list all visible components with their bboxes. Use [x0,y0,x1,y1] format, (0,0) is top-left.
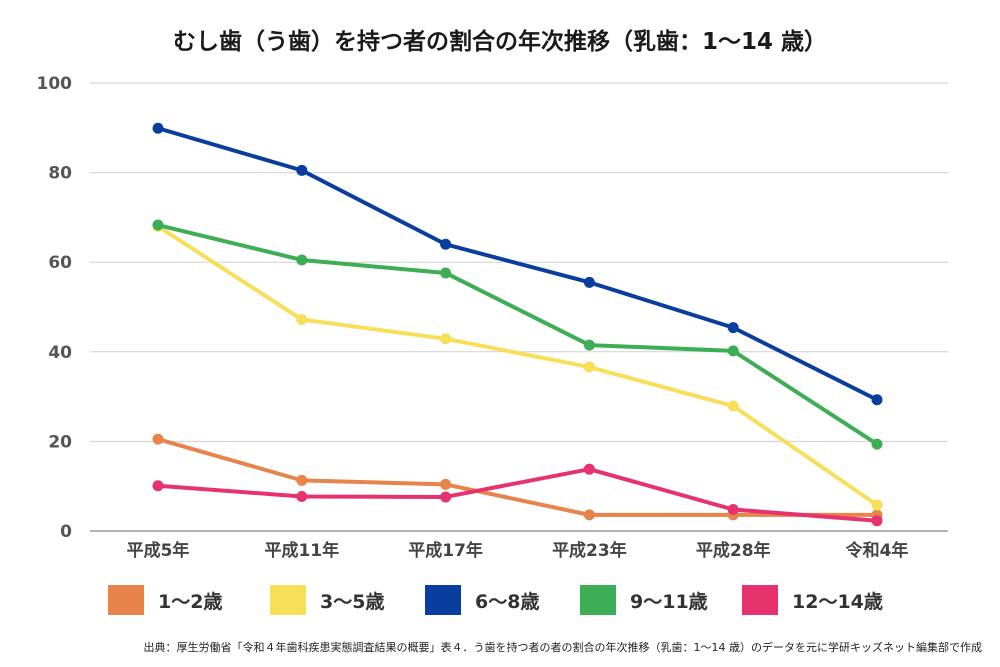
y-tick-label: 80 [48,164,72,184]
legend-label-1-2: 1〜2歳 [158,590,223,613]
x-tick-label: 平成5年 [127,540,190,561]
legend-item-6-8: 6〜8歳 [425,585,539,615]
series-line-3 [156,223,879,447]
x-tick-label: 平成17年 [408,540,483,561]
data-point [296,491,308,503]
data-point [296,474,308,486]
data-point [296,164,308,176]
data-point [727,400,739,412]
x-tick-label: 平成11年 [264,540,339,561]
data-point [727,345,739,357]
legend-swatch-12-14 [742,585,778,615]
legend-label-12-14: 12〜14歳 [792,590,883,613]
data-point [440,333,452,345]
y-tick-label: 0 [60,522,72,542]
data-point [152,219,164,231]
data-point [440,491,452,503]
x-tick-label: 平成23年 [552,540,627,561]
series-line-1 [156,224,879,508]
x-tick-label: 平成28年 [696,540,771,561]
legend-swatch-9-11 [580,585,616,615]
data-point [583,276,595,288]
data-point [440,267,452,279]
data-point [152,433,164,445]
legend-label-3-5: 3〜5歳 [320,590,385,613]
data-point [583,509,595,521]
y-tick-label: 20 [48,432,72,452]
legend: 1〜2歳 3〜5歳 6〜8歳 9〜11歳 12〜14歳 [0,585,1000,625]
data-point [152,480,164,492]
legend-item-1-2: 1〜2歳 [108,585,222,615]
data-point [583,339,595,351]
data-point [871,499,883,511]
data-point [727,322,739,334]
legend-item-9-11: 9〜11歳 [580,585,708,615]
legend-swatch-3-5 [270,585,306,615]
series-line-0 [156,437,879,517]
y-tick-label: 60 [48,253,72,273]
y-tick-label: 40 [48,343,72,363]
legend-label-9-11: 9〜11歳 [630,590,708,613]
data-point [296,314,308,326]
legend-label-6-8: 6〜8歳 [475,590,540,613]
data-point [871,515,883,527]
data-point [440,478,452,490]
data-point [296,254,308,266]
series-line-2 [156,126,879,402]
data-point [583,463,595,475]
legend-item-12-14: 12〜14歳 [742,585,883,615]
data-point [871,438,883,450]
data-point [583,361,595,373]
chart-title: むし歯（う歯）を持つ者の割合の年次推移（乳歯：1〜14 歳） [172,29,828,55]
data-point [440,238,452,250]
data-point [727,503,739,515]
source-note: 出典：厚生労働省「令和４年歯科疾患実態調査結果の概要」表４．う歯を持つ者の者の割… [143,641,983,654]
legend-item-3-5: 3〜5歳 [270,585,384,615]
legend-swatch-6-8 [425,585,461,615]
x-tick-label: 令和4年 [846,540,909,561]
legend-swatch-1-2 [108,585,144,615]
data-point [871,394,883,406]
y-tick-label: 100 [37,74,73,94]
series-line-4 [156,467,879,523]
data-point [152,122,164,134]
